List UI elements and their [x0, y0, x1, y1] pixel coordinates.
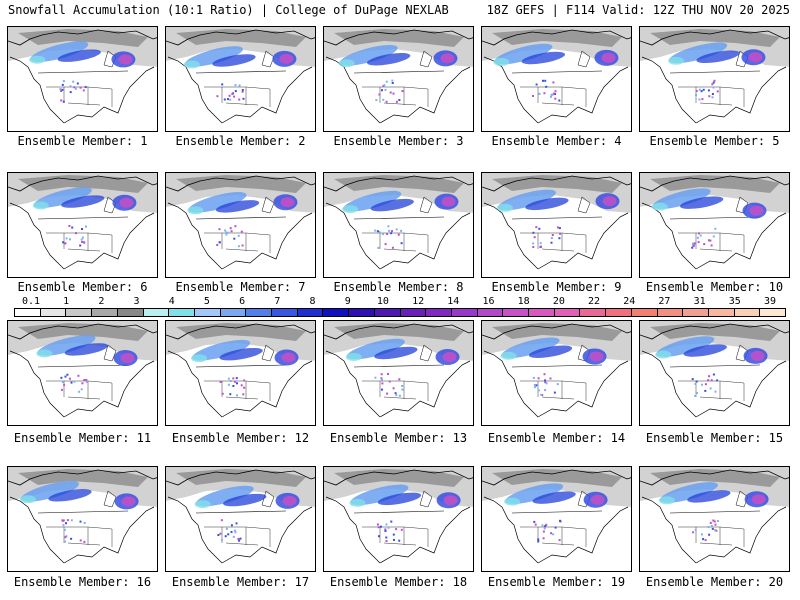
colorbar-swatch	[246, 309, 273, 316]
colorbar-tick-label: 6	[239, 296, 246, 307]
ensemble-map-panel	[639, 320, 790, 426]
colorbar-swatch	[606, 309, 632, 316]
colorbar-tick-label: 22	[588, 296, 601, 307]
colorbar-tick-label: 27	[658, 296, 671, 307]
colorbar-swatch	[143, 309, 170, 316]
colorbar-swatch	[117, 309, 144, 316]
colorbar-tick-label: 3	[133, 296, 140, 307]
ensemble-member-label: Ensemble Member: 1	[17, 134, 148, 148]
ensemble-member-label: Ensemble Member: 17	[171, 575, 310, 589]
ensemble-member-label: Ensemble Member: 4	[491, 134, 622, 148]
colorbar-tick-label: 20	[552, 296, 565, 307]
colorbar-tick-label: 9	[344, 296, 351, 307]
ensemble-map-panel	[639, 466, 790, 572]
ensemble-map-panel	[165, 466, 316, 572]
colorbar-tick-label: 4	[168, 296, 175, 307]
colorbar-tick-label: 16	[482, 296, 495, 307]
ensemble-map-panel	[481, 26, 632, 132]
colorbar-swatch	[374, 309, 401, 316]
ensemble-member-label: Ensemble Member: 13	[329, 431, 468, 445]
colorbar-swatch	[426, 309, 452, 316]
ensemble-map-panel	[323, 320, 474, 426]
colorbar-swatch	[734, 309, 761, 316]
ensemble-map-panel	[165, 320, 316, 426]
ensemble-member-label: Ensemble Member: 10	[645, 280, 784, 294]
ensemble-member-label: Ensemble Member: 11	[13, 431, 152, 445]
colorbar-swatch	[169, 309, 195, 316]
colorbar-swatch	[554, 309, 581, 316]
ensemble-map-panel	[639, 172, 790, 278]
ensemble-member-label: Ensemble Member: 14	[487, 431, 626, 445]
colorbar-swatch	[15, 309, 41, 316]
run-valid-time: 18Z GEFS | F114 Valid: 12Z THU NOV 20 20…	[486, 3, 790, 17]
ensemble-map-panel	[639, 26, 790, 132]
ensemble-member-label: Ensemble Member: 20	[645, 575, 784, 589]
colorbar-tick-label: 14	[447, 296, 460, 307]
ensemble-member-label: Ensemble Member: 5	[649, 134, 780, 148]
colorbar-swatch	[451, 309, 478, 316]
colorbar-tick-label: 7	[274, 296, 281, 307]
colorbar-swatch	[503, 309, 530, 316]
ensemble-map-panel	[7, 26, 158, 132]
ensemble-member-label: Ensemble Member: 16	[13, 575, 152, 589]
ensemble-member-label: Ensemble Member: 2	[175, 134, 306, 148]
colorbar-tick-label: 24	[623, 296, 636, 307]
colorbar-tick-label: 0.1	[21, 296, 41, 307]
colorbar-swatch	[477, 309, 504, 316]
ensemble-member-label: Ensemble Member: 3	[333, 134, 464, 148]
ensemble-member-label: Ensemble Member: 7	[175, 280, 306, 294]
colorbar-swatch	[400, 309, 427, 316]
ensemble-map-panel	[323, 172, 474, 278]
colorbar-swatch	[323, 309, 350, 316]
ensemble-map-panel	[323, 26, 474, 132]
colorbar-tick-label: 10	[376, 296, 389, 307]
ensemble-member-label: Ensemble Member: 6	[17, 280, 148, 294]
colorbar-swatch	[220, 309, 247, 316]
ensemble-member-label: Ensemble Member: 15	[645, 431, 784, 445]
colorbar-swatch	[297, 309, 324, 316]
colorbar-swatch	[40, 309, 67, 316]
colorbar-swatch	[683, 309, 709, 316]
colorbar-tick-label: 5	[203, 296, 210, 307]
colorbar-tick-label: 18	[517, 296, 530, 307]
colorbar-swatch	[657, 309, 684, 316]
colorbar-tick-label: 8	[309, 296, 316, 307]
colorbar-swatch	[272, 309, 298, 316]
colorbar-tick-label: 39	[763, 296, 777, 307]
ensemble-member-label: Ensemble Member: 9	[491, 280, 622, 294]
colorbar-swatch	[66, 309, 93, 316]
colorbar-swatch	[92, 309, 118, 316]
ensemble-member-label: Ensemble Member: 12	[171, 431, 310, 445]
colorbar-swatch	[708, 309, 735, 316]
ensemble-map-panel	[481, 466, 632, 572]
ensemble-map-panel	[481, 320, 632, 426]
colorbar-tick-label: 31	[693, 296, 706, 307]
ensemble-map-panel	[7, 172, 158, 278]
ensemble-member-label: Ensemble Member: 8	[333, 280, 464, 294]
ensemble-member-label: Ensemble Member: 19	[487, 575, 626, 589]
colorbar-swatch	[349, 309, 375, 316]
ensemble-map-panel	[165, 26, 316, 132]
colorbar-ticks: 0.1 1 2 3 4 5 6 7 8 9 10 12 14 16 18 20 22 24 27 31 35 39	[0, 296, 800, 308]
colorbar	[14, 308, 786, 317]
colorbar-swatch	[631, 309, 658, 316]
ensemble-member-label: Ensemble Member: 18	[329, 575, 468, 589]
colorbar-tick-label: 1	[63, 296, 70, 307]
ensemble-map-panel	[165, 172, 316, 278]
ensemble-map-panel	[7, 466, 158, 572]
colorbar-swatch	[194, 309, 221, 316]
colorbar-tick-label: 2	[98, 296, 105, 307]
ensemble-map-panel	[323, 466, 474, 572]
colorbar-tick-label: 35	[728, 296, 741, 307]
colorbar-swatch	[580, 309, 607, 316]
colorbar-swatch	[529, 309, 555, 316]
colorbar-tick-label: 12	[412, 296, 425, 307]
colorbar-swatch	[760, 309, 786, 316]
ensemble-map-panel	[7, 320, 158, 426]
ensemble-map-panel	[481, 172, 632, 278]
map-title: Snowfall Accumulation (10:1 Ratio) | Col…	[8, 3, 449, 17]
